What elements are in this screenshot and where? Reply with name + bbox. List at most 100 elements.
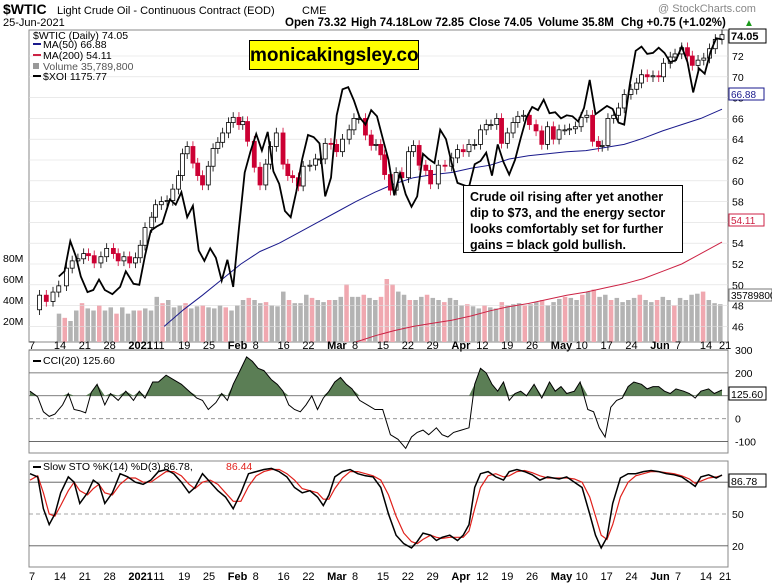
- price-tick-label: 48: [732, 301, 744, 313]
- x-tick-label: 2021: [128, 571, 152, 583]
- volume-bar: [580, 294, 585, 342]
- candle-up: [104, 247, 110, 258]
- x-tick-label: 21: [79, 571, 91, 583]
- volume-bar: [275, 306, 280, 342]
- volume-badge: 35789800: [731, 291, 772, 302]
- candle-up: [488, 124, 494, 127]
- cci-line: [29, 356, 723, 450]
- candle-up: [37, 294, 42, 311]
- candle-up: [373, 143, 379, 146]
- volume-bar: [97, 305, 102, 342]
- candle-up: [616, 107, 621, 116]
- volume-bar: [459, 305, 464, 342]
- candle-down: [428, 169, 434, 185]
- volume-bar: [56, 313, 62, 342]
- volume-bar: [442, 302, 447, 342]
- x-tick-label: 28: [104, 340, 116, 352]
- x-tick-label: 8: [352, 571, 358, 583]
- volume-bar: [482, 305, 487, 342]
- volume-bar: [488, 307, 493, 342]
- x-tick-label: May: [551, 340, 573, 352]
- x-tick-label: 7: [29, 571, 35, 583]
- volume-bar: [62, 317, 68, 342]
- volume-bar: [407, 300, 413, 342]
- ma50-line: [163, 108, 723, 327]
- volume-bar: [223, 307, 229, 342]
- volume-bar: [355, 296, 361, 342]
- volume-bar: [396, 291, 401, 342]
- volume-bar: [125, 313, 131, 342]
- candle-up: [510, 122, 516, 134]
- sto-axis: 205080: [29, 477, 744, 553]
- x-tick-label: 7: [675, 340, 681, 352]
- cci-panel-frame: [28, 349, 729, 454]
- candle-up: [515, 115, 521, 123]
- candle-down: [334, 143, 340, 153]
- x-tick-label: 26: [526, 340, 538, 352]
- x-tick-label: 16: [277, 340, 289, 352]
- volume-bar: [597, 296, 602, 342]
- candle-up: [695, 59, 701, 66]
- xoi-line: [58, 37, 723, 296]
- volume-bar: [419, 296, 424, 342]
- x-tick-label: 26: [526, 571, 538, 583]
- candle-down: [195, 162, 201, 176]
- x-tick-label: May: [551, 571, 573, 583]
- candle-down: [43, 294, 49, 302]
- x-tick-label: 19: [178, 340, 190, 352]
- x-tick-label: 28: [104, 571, 116, 583]
- volume-bar: [649, 302, 654, 342]
- volume-bar: [631, 297, 637, 342]
- volume-bar: [551, 302, 556, 342]
- x-tick-label: 22: [402, 340, 414, 352]
- close-value: Close 74.05: [469, 17, 533, 29]
- volume-bar: [298, 303, 303, 342]
- candle-up: [521, 114, 527, 117]
- volume-bar: [505, 305, 510, 342]
- candle-up: [133, 257, 138, 264]
- candle-up: [263, 163, 269, 186]
- x-tick-label: 14: [700, 571, 712, 583]
- candle-up: [220, 132, 226, 143]
- candle-up: [322, 142, 328, 160]
- volume-tick-label: 20M: [3, 316, 23, 328]
- volume-bar: [120, 307, 125, 342]
- volume-bar: [143, 308, 148, 342]
- x-tick-label: 15: [377, 340, 389, 352]
- change-value: Chg +0.75 (+1.02%): [621, 17, 726, 29]
- x-tick-label: 14: [54, 571, 66, 583]
- x-tick-label: 7: [29, 340, 35, 352]
- candle-up: [584, 114, 590, 118]
- x-tick-label: 21: [79, 340, 91, 352]
- volume-bar: [689, 294, 694, 342]
- volume-bar: [447, 297, 453, 342]
- candle-up: [556, 129, 562, 140]
- volume-bar: [263, 302, 269, 342]
- candle-up: [572, 126, 578, 130]
- legend-wtic: $WTIC (Daily) 74.05: [33, 30, 128, 42]
- candle-up: [230, 116, 236, 123]
- candle-down: [382, 154, 388, 175]
- candle-up: [56, 285, 62, 293]
- volume-bar: [269, 305, 275, 342]
- volume-bar: [654, 300, 660, 342]
- candle-up: [210, 148, 216, 167]
- volume-bar: [401, 294, 407, 342]
- volume-bar: [522, 305, 528, 342]
- x-tick-label: 11: [153, 571, 164, 583]
- candle-up: [69, 260, 75, 269]
- price-tick-label: 54: [732, 238, 744, 250]
- ma200-line: [355, 241, 723, 343]
- x-tick-label: 8: [253, 571, 259, 583]
- x-tick-label: Jun: [650, 340, 670, 352]
- candle-down: [460, 149, 466, 153]
- volume-bar: [194, 306, 200, 342]
- candle-up: [634, 82, 640, 90]
- price-badges: 74.05 66.88 54.11 35789800: [728, 28, 772, 302]
- candle-down: [526, 114, 532, 126]
- cci-fill-area: [30, 356, 722, 396]
- candle-down: [442, 164, 448, 167]
- x-tick-label: 17: [600, 340, 612, 352]
- candle-up: [170, 188, 176, 201]
